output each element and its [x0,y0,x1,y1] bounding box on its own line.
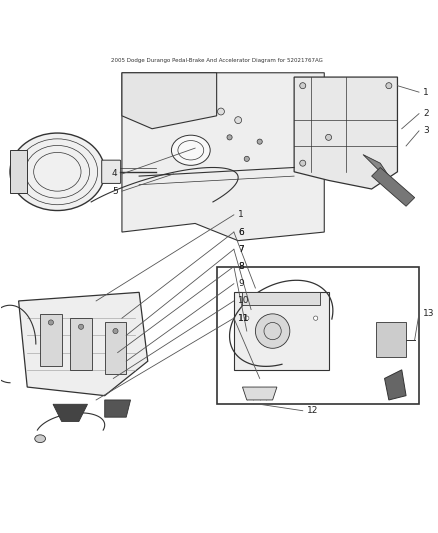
Polygon shape [385,370,406,400]
Circle shape [235,117,242,124]
Bar [376,322,406,357]
Circle shape [245,316,249,320]
Polygon shape [53,404,88,422]
Text: 4: 4 [112,169,118,179]
Text: 13: 13 [423,309,435,318]
Ellipse shape [35,435,46,442]
Text: 6: 6 [238,228,244,237]
Text: 11: 11 [238,313,250,322]
Text: 1: 1 [423,87,429,96]
Circle shape [257,139,262,144]
Text: 11: 11 [238,313,250,322]
Polygon shape [371,167,415,206]
Circle shape [300,160,306,166]
Text: 7: 7 [238,245,244,254]
Circle shape [255,314,290,348]
Polygon shape [122,73,324,241]
Circle shape [325,134,332,140]
Circle shape [113,328,118,334]
Bar [10,150,27,193]
Polygon shape [18,292,148,395]
Circle shape [48,320,53,325]
Text: 9: 9 [238,279,244,288]
Bar [243,292,320,305]
Bar [234,292,328,370]
Text: 10: 10 [238,296,250,305]
Text: 12: 12 [307,406,318,415]
Circle shape [300,83,306,88]
Text: 8: 8 [238,262,244,271]
Circle shape [244,156,249,161]
Bar [70,318,92,370]
Text: 6: 6 [238,228,244,237]
Circle shape [386,83,392,88]
Bar [105,322,126,374]
Polygon shape [122,73,217,129]
Ellipse shape [171,135,210,165]
Text: 1: 1 [238,211,244,220]
Circle shape [78,324,84,329]
Polygon shape [105,400,131,417]
Text: 3: 3 [423,126,429,135]
Circle shape [227,135,232,140]
Text: 2: 2 [423,109,429,118]
Text: 2005 Dodge Durango Pedal-Brake And Accelerator Diagram for 52021767AG: 2005 Dodge Durango Pedal-Brake And Accel… [111,58,322,63]
Circle shape [218,108,224,115]
Text: 8: 8 [238,262,244,271]
Circle shape [314,316,318,320]
Bar [217,266,419,404]
Polygon shape [243,387,277,400]
Polygon shape [363,155,397,189]
Text: 7: 7 [238,245,244,254]
Ellipse shape [10,133,105,211]
Polygon shape [294,77,397,189]
Text: 5: 5 [112,187,118,196]
Bar [40,314,62,366]
FancyBboxPatch shape [102,160,120,183]
